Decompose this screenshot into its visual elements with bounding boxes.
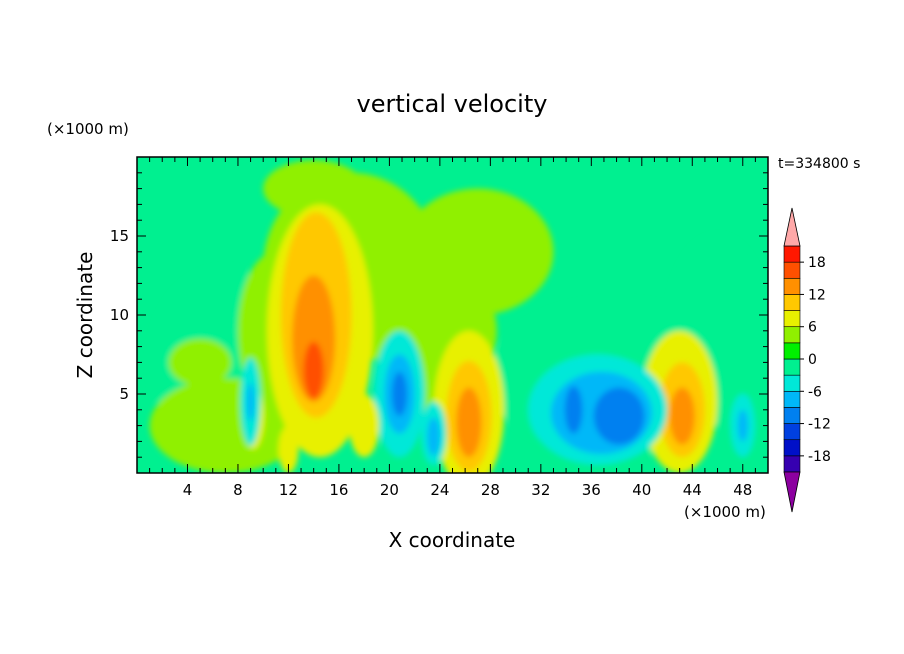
x-tick-label: 12 (279, 481, 298, 499)
colorbar-over-arrow (783, 207, 801, 247)
contour-region (278, 425, 299, 473)
colorbar-bin (783, 374, 801, 392)
contour-region (292, 275, 336, 402)
x-tick-label: 4 (183, 481, 193, 499)
colorbar-bin (783, 423, 801, 441)
contour-region (427, 417, 440, 456)
contour-region (402, 188, 554, 315)
contour-region (246, 382, 255, 421)
contour-region (669, 387, 695, 445)
colorbar-bin (783, 342, 801, 360)
x-tick-label: 16 (329, 481, 348, 499)
colorbar-bin (783, 390, 801, 408)
time-label: t=334800 s (778, 156, 860, 172)
x-unit-label: (×1000 m) (684, 503, 766, 521)
plot-field (137, 157, 768, 473)
x-tick-label: 36 (582, 481, 601, 499)
colorbar-tick-label: 12 (808, 287, 826, 303)
colorbar-bin (783, 455, 801, 473)
contour-region (168, 338, 232, 387)
x-axis-label: X coordinate (389, 528, 516, 552)
colorbar-bin (783, 407, 801, 424)
colorbar-tick-label: 0 (808, 352, 817, 368)
x-tick-label: 44 (683, 481, 702, 499)
contour-field (149, 160, 768, 473)
colorbar: 18 12 6 0 -6 -12 -18 (783, 207, 831, 513)
colorbar-bin (783, 277, 801, 295)
colorbar-bin (783, 294, 801, 311)
y-tick-label: 15 (110, 227, 129, 245)
y-tick-label: 10 (110, 306, 129, 324)
y-axis-label: Z coordinate (73, 252, 97, 379)
colorbar-tick-label: -6 (808, 384, 822, 400)
x-tick-label: 24 (430, 481, 449, 499)
colorbar-bin (783, 261, 801, 279)
x-tick-label: 40 (632, 481, 651, 499)
colorbar-tick-label: 18 (808, 255, 826, 271)
y-unit-label: (×1000 m) (47, 120, 129, 138)
contour-region (456, 387, 482, 458)
x-tick-label: 48 (733, 481, 752, 499)
chart-title: vertical velocity (357, 90, 548, 118)
contour-region (303, 341, 324, 399)
colorbar-bin (783, 326, 801, 344)
y-tick-label: 5 (119, 385, 129, 403)
colorbar-tick-label: 6 (808, 320, 817, 336)
contour-region (593, 387, 645, 445)
contour-region (564, 386, 583, 434)
colorbar-bin (783, 245, 801, 263)
contour-region (349, 394, 380, 458)
colorbar-bin (783, 358, 801, 376)
x-tick-label: 28 (481, 481, 500, 499)
contour-region (263, 160, 365, 218)
x-tick-label: 32 (531, 481, 550, 499)
colorbar-under-arrow (783, 471, 801, 513)
colorbar-bin (783, 439, 801, 457)
colorbar-bin (783, 310, 801, 328)
x-tick-label: 20 (380, 481, 399, 499)
x-tick-label: 8 (233, 481, 243, 499)
colorbar-tick-label: -18 (808, 449, 831, 465)
contour-region (737, 409, 748, 442)
colorbar-tick-label: -12 (808, 417, 831, 433)
contour-region (391, 371, 408, 417)
